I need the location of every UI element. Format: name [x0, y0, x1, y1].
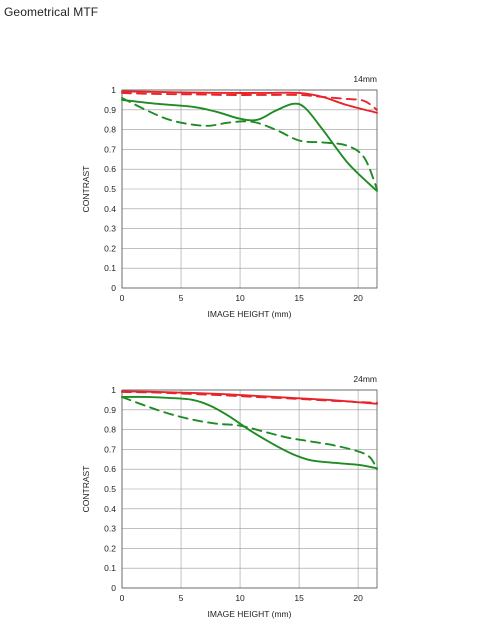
y-axis-label: CONTRAST: [81, 166, 91, 213]
y-tick-label: 0: [111, 583, 116, 593]
x-tick-label: 20: [353, 293, 363, 303]
x-tick-label: 10: [235, 293, 245, 303]
series-line-red-dashed: [121, 391, 378, 404]
series-line-green-solid: [121, 98, 378, 192]
x-tick-label: 10: [235, 593, 245, 603]
y-tick-label: 0.8: [104, 125, 116, 135]
mtf-chart-24mm: 00.10.20.30.40.50.60.70.80.910 5 10 15 2024m…: [81, 374, 378, 619]
y-tick-label: 0.7: [104, 144, 116, 154]
chart-title: 14mm: [353, 74, 377, 84]
y-tick-label: 0.9: [104, 105, 116, 115]
chart-title: 24mm: [353, 374, 377, 384]
x-axis-label: IMAGE HEIGHT (mm): [208, 609, 292, 619]
y-tick-label: 0.2: [104, 543, 116, 553]
y-tick-label: 0.3: [104, 224, 116, 234]
x-tick-label: 0: [120, 293, 125, 303]
series-line-green-solid: [121, 395, 378, 470]
y-tick-label: 0.5: [104, 184, 116, 194]
y-tick-label: 0.5: [104, 484, 116, 494]
y-tick-label: 0.9: [104, 405, 116, 415]
y-tick-label: 0.4: [104, 504, 116, 514]
plot-frame: [121, 389, 378, 589]
series-line-red-dashed: [121, 92, 378, 111]
y-tick-label: 0: [111, 283, 116, 293]
y-tick-label: 0.6: [104, 464, 116, 474]
y-tick-label: 0.3: [104, 524, 116, 534]
x-tick-label: 15: [294, 593, 304, 603]
y-tick-label: 1: [111, 385, 116, 395]
x-axis-label: IMAGE HEIGHT (mm): [208, 309, 292, 319]
y-tick-label: 0.6: [104, 164, 116, 174]
page-title: Geometrical MTF: [4, 5, 99, 19]
mtf-chart-14mm: 00.10.20.30.40.50.60.70.80.910 5 10 15 2014m…: [81, 74, 378, 319]
x-tick-label: 0: [120, 593, 125, 603]
y-tick-label: 0.1: [104, 563, 116, 573]
y-tick-label: 0.1: [104, 263, 116, 273]
x-tick-label: 5: [179, 593, 184, 603]
series-line-red-solid: [121, 90, 378, 114]
y-tick-label: 0.8: [104, 425, 116, 435]
y-tick-label: 0.7: [104, 444, 116, 454]
y-tick-label: 0.2: [104, 243, 116, 253]
x-tick-label: 5: [179, 293, 184, 303]
x-tick-label: 15: [294, 293, 304, 303]
y-tick-label: 0.4: [104, 204, 116, 214]
y-axis-label: CONTRAST: [81, 466, 91, 513]
series-line-green-dashed: [121, 96, 378, 190]
series-line-green-dashed: [121, 395, 378, 471]
y-tick-label: 1: [111, 85, 116, 95]
x-tick-label: 20: [353, 593, 363, 603]
